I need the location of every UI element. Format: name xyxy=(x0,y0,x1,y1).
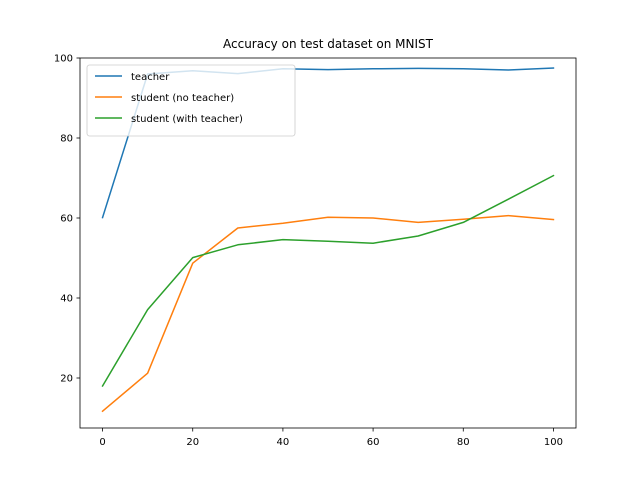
legend-label-3: student (with teacher) xyxy=(131,114,243,125)
legend-label-2: student (no teacher) xyxy=(131,93,234,104)
x-tick-label: 20 xyxy=(186,437,199,448)
y-tick-label: 40 xyxy=(60,294,73,305)
x-tick-label: 100 xyxy=(544,437,563,448)
x-tick-label: 60 xyxy=(367,437,380,448)
plot-frame xyxy=(79,57,577,429)
x-tick-label: 80 xyxy=(457,437,470,448)
y-tick-label: 20 xyxy=(60,374,73,385)
legend-box xyxy=(86,64,296,137)
legend: teacher student (no teacher) student (with… xyxy=(86,64,296,137)
x-tick-label: 0 xyxy=(99,437,105,448)
y-tick-label: 100 xyxy=(54,54,73,65)
y-tick-label: 80 xyxy=(60,134,73,145)
axes-layer: 0 20 40 60 80 100 20 40 60 80 100 xyxy=(54,54,577,448)
y-tick-label: 60 xyxy=(60,214,73,225)
chart-title: Accuracy on test dataset on MNIST xyxy=(223,37,434,51)
series-line-3 xyxy=(101,174,555,388)
x-tick-label: 40 xyxy=(277,437,290,448)
legend-label-1: teacher xyxy=(131,72,170,83)
series-line-2 xyxy=(101,214,555,413)
